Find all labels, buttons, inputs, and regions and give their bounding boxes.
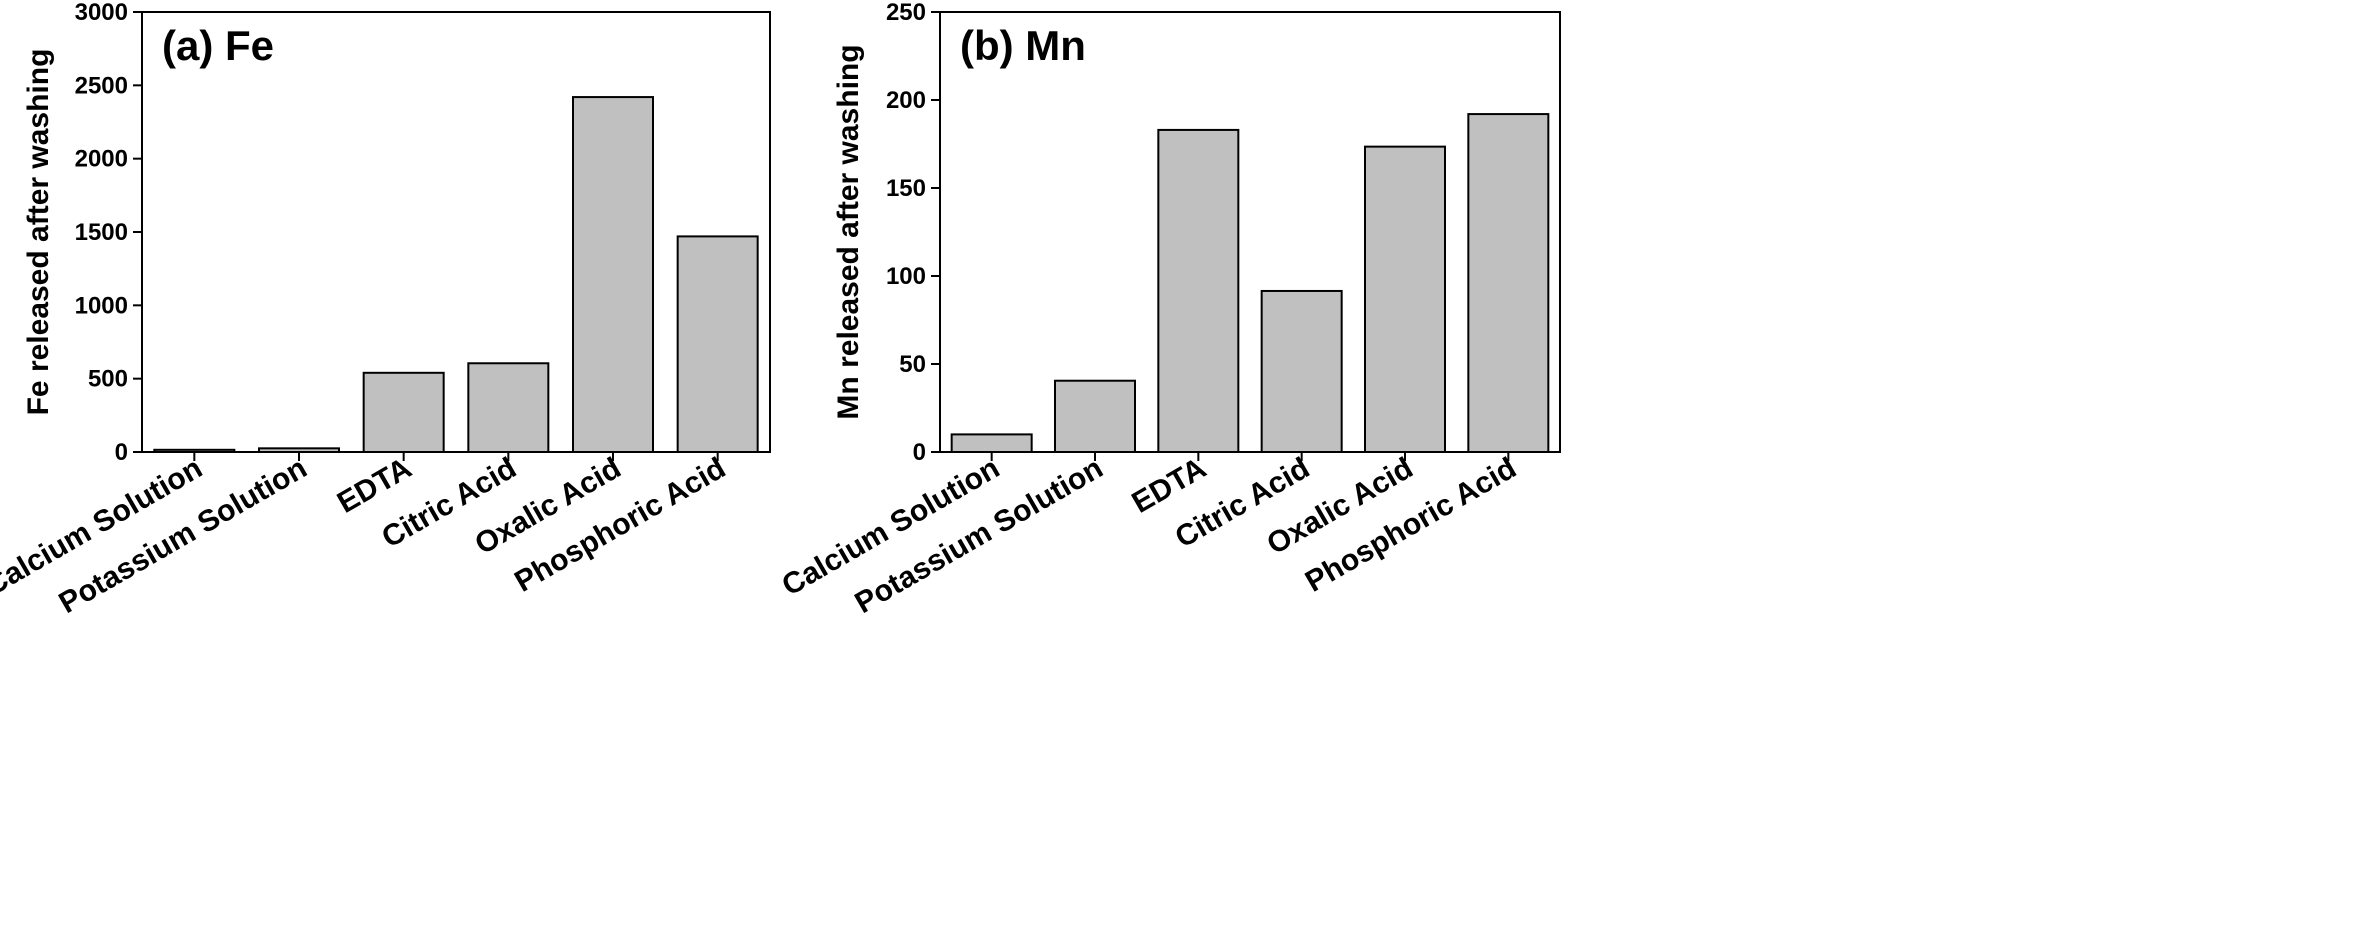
mn-plot-frame [939,11,1561,453]
mn-bar-1 [1054,379,1136,453]
mn-bar-5 [1467,113,1550,454]
fe-bar-5 [676,235,759,453]
mn-ytick-label-1: 50 [899,351,926,378]
fe-ytick-label-5: 2500 [75,72,128,99]
fe-bar-4 [572,96,654,453]
mn-ytick-label-5: 250 [886,0,926,26]
fe-ytick-label-2: 1000 [75,292,128,319]
mn-ytick-label-2: 100 [886,263,926,290]
fe-plot-frame [141,11,771,453]
mn-panel-title: (b) Mn [960,22,1086,69]
mn-bar-0 [950,433,1033,453]
mn-ylabel: Mn released after washing [832,44,865,419]
fe-ytick-label-4: 2000 [75,146,128,173]
fe-ytick-label-0: 0 [115,439,128,466]
mn-bar-2 [1157,128,1240,453]
mn-bar-4 [1364,145,1446,453]
mn-ytick-label-0: 0 [913,439,926,466]
mn-ytick-label-4: 200 [886,87,926,114]
fe-ytick-label-3: 1500 [75,219,128,246]
fe-bar-2 [362,371,445,453]
fe-panel-title: (a) Fe [162,22,274,69]
fe-ytick-label-6: 3000 [75,0,128,26]
fe-ylabel: Fe released after washing [22,49,55,416]
mn-ytick-label-3: 150 [886,175,926,202]
fe-bar-3 [467,362,550,453]
fe-ytick-label-1: 500 [88,366,128,393]
mn-bar-3 [1260,289,1343,453]
